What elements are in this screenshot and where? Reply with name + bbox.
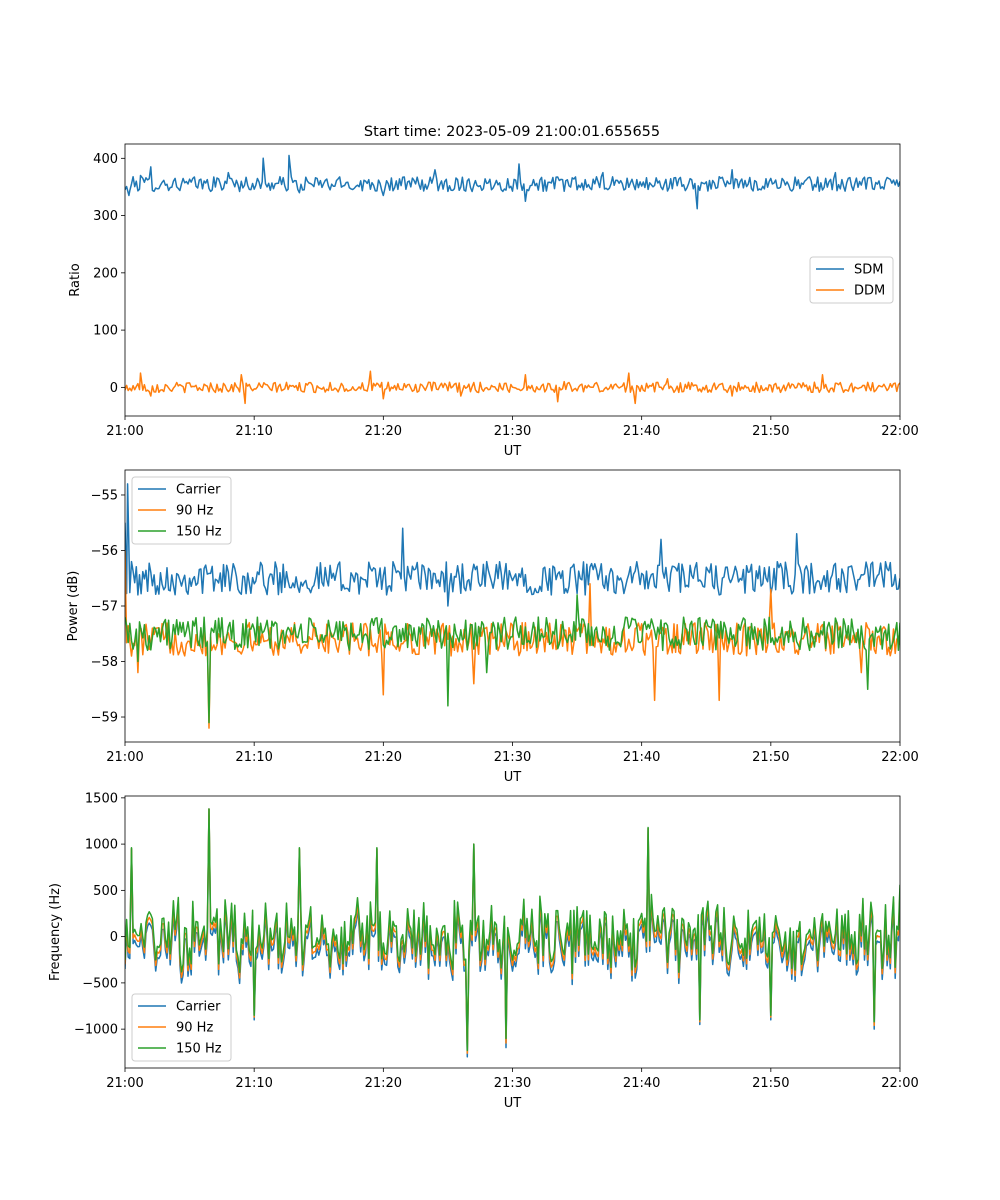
legend-label: SDM: [854, 263, 883, 278]
y-tick-label: 100: [93, 324, 118, 339]
x-tick-label: 21:30: [494, 424, 531, 439]
y-tick-label: −500: [82, 976, 118, 991]
y-tick-label: 1000: [85, 838, 118, 853]
x-tick-label: 21:00: [106, 424, 143, 439]
legend-label: Carrier: [176, 483, 221, 498]
x-tick-label: 21:40: [623, 1076, 660, 1091]
y-axis-label: Frequency (Hz): [48, 883, 63, 981]
legend-label: 150 Hz: [176, 1042, 222, 1057]
series-line-sdm: [125, 154, 900, 210]
y-tick-label: −59: [91, 711, 118, 726]
plot-lines: [125, 808, 900, 1058]
x-tick-label: 21:40: [623, 424, 660, 439]
x-tick-label: 22:00: [881, 424, 918, 439]
x-tick-label: 21:30: [494, 750, 531, 765]
x-axis-label: UT: [504, 444, 522, 459]
y-tick-label: −1000: [74, 1023, 118, 1038]
x-tick-label: 21:10: [235, 750, 272, 765]
x-tick-label: 21:00: [106, 750, 143, 765]
plot-lines: [125, 483, 900, 729]
y-axis-label: Ratio: [68, 263, 83, 296]
x-tick-label: 21:50: [752, 750, 789, 765]
y-tick-label: −56: [91, 544, 118, 559]
y-tick-label: 0: [110, 381, 118, 396]
plot-lines: [125, 154, 900, 405]
x-tick-label: 21:50: [752, 1076, 789, 1091]
x-axis-label: UT: [504, 770, 522, 785]
y-tick-label: 0: [110, 930, 118, 945]
x-tick-label: 21:00: [106, 1076, 143, 1091]
x-tick-label: 21:10: [235, 1076, 272, 1091]
y-tick-label: 1500: [85, 791, 118, 806]
x-tick-label: 22:00: [881, 750, 918, 765]
legend-label: 90 Hz: [176, 1021, 213, 1036]
series-line-carrier: [125, 808, 900, 1058]
series-line-ddm: [125, 370, 900, 405]
legend: Carrier 90 Hz 150 Hz: [131, 476, 232, 545]
chart-panel-2: 21:00 21:10 21:20 21:30 21:40 21:50 22:00 −59 −5…: [66, 469, 919, 785]
series-line-90-hz: [125, 550, 900, 729]
panels: 21:00 21:10 21:20 21:30 21:40 21:50 22:00 0 100 2…: [48, 143, 919, 1111]
chart-panel-1: 21:00 21:10 21:20 21:30 21:40 21:50 22:00 0 100 2…: [68, 143, 919, 459]
y-tick-label: 500: [93, 884, 118, 899]
y-tick-label: −58: [91, 655, 118, 670]
y-tick-label: 400: [93, 152, 118, 167]
legend-box: [131, 993, 232, 1062]
series-line-150-hz: [125, 808, 900, 1052]
legend-label: DDM: [854, 284, 885, 299]
x-tick-label: 21:50: [752, 424, 789, 439]
legend-label: 90 Hz: [176, 504, 213, 519]
x-tick-label: 21:10: [235, 424, 272, 439]
series-line-90-hz: [125, 808, 900, 1054]
series-line-150-hz: [125, 594, 900, 724]
x-tick-label: 21:20: [365, 424, 402, 439]
chart-panel-3: 21:00 21:10 21:20 21:30 21:40 21:50 22:00 −1000…: [48, 791, 919, 1111]
legend: SDM DDM: [809, 256, 894, 304]
x-tick-label: 21:20: [365, 1076, 402, 1091]
x-axis-label: UT: [504, 1096, 522, 1111]
y-tick-label: 300: [93, 209, 118, 224]
legend-label: Carrier: [176, 1000, 221, 1015]
legend: Carrier 90 Hz 150 Hz: [131, 993, 232, 1062]
legend-label: 150 Hz: [176, 525, 222, 540]
figure-title: Start time: 2023-05-09 21:00:01.655655: [364, 124, 660, 140]
x-tick-label: 22:00: [881, 1076, 918, 1091]
x-tick-label: 21:20: [365, 750, 402, 765]
y-tick-label: −57: [91, 600, 118, 615]
x-tick-label: 21:40: [623, 750, 660, 765]
x-tick-label: 21:30: [494, 1076, 531, 1091]
y-tick-label: −55: [91, 488, 118, 503]
legend-box: [131, 476, 232, 545]
y-tick-label: 200: [93, 266, 118, 281]
y-axis-label: Power (dB): [66, 571, 81, 642]
